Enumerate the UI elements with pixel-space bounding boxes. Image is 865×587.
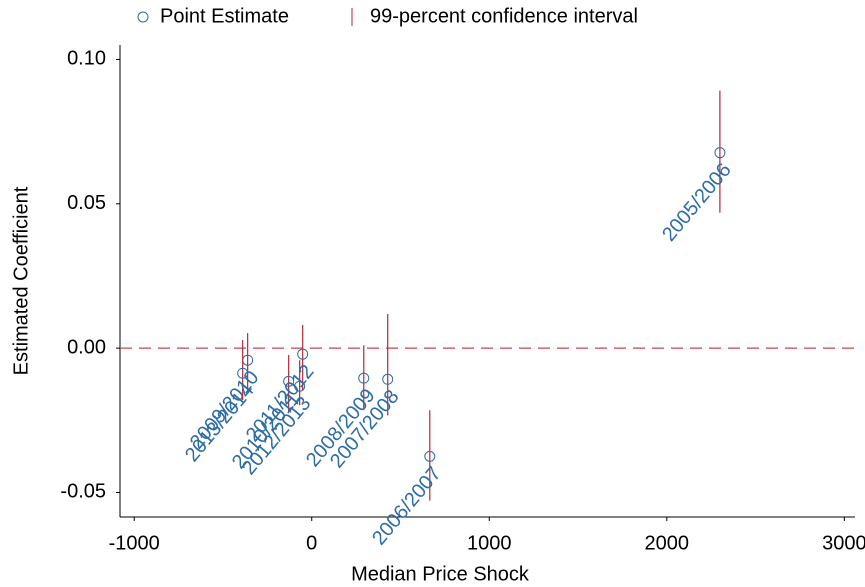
y-tick-label: 0.00: [67, 336, 106, 358]
x-tick-label: -1000: [109, 532, 160, 554]
point: [714, 147, 726, 159]
point: [283, 375, 295, 387]
legend-label: Point Estimate: [160, 5, 289, 27]
point: [382, 373, 394, 385]
point: [294, 380, 306, 392]
x-tick-label: 3000: [822, 532, 865, 554]
point: [237, 367, 249, 379]
point: [358, 372, 370, 384]
x-tick-label: 1000: [467, 532, 512, 554]
x-axis-label: Median Price Shock: [351, 563, 530, 585]
point-label: 2006/2007: [368, 463, 446, 550]
legend-marker: [137, 11, 149, 23]
point-label: 2005/2006: [658, 159, 736, 246]
y-tick-label: -0.05: [60, 481, 106, 503]
point: [297, 348, 309, 360]
y-tick-label: 0.10: [67, 48, 106, 70]
x-tick-label: 2000: [645, 532, 690, 554]
legend-label: 99-percent confidence interval: [370, 5, 638, 27]
y-axis-label: Estimated Coefficient: [10, 186, 32, 375]
x-tick-label: 0: [306, 532, 317, 554]
y-tick-label: 0.05: [67, 192, 106, 214]
point: [424, 450, 436, 462]
